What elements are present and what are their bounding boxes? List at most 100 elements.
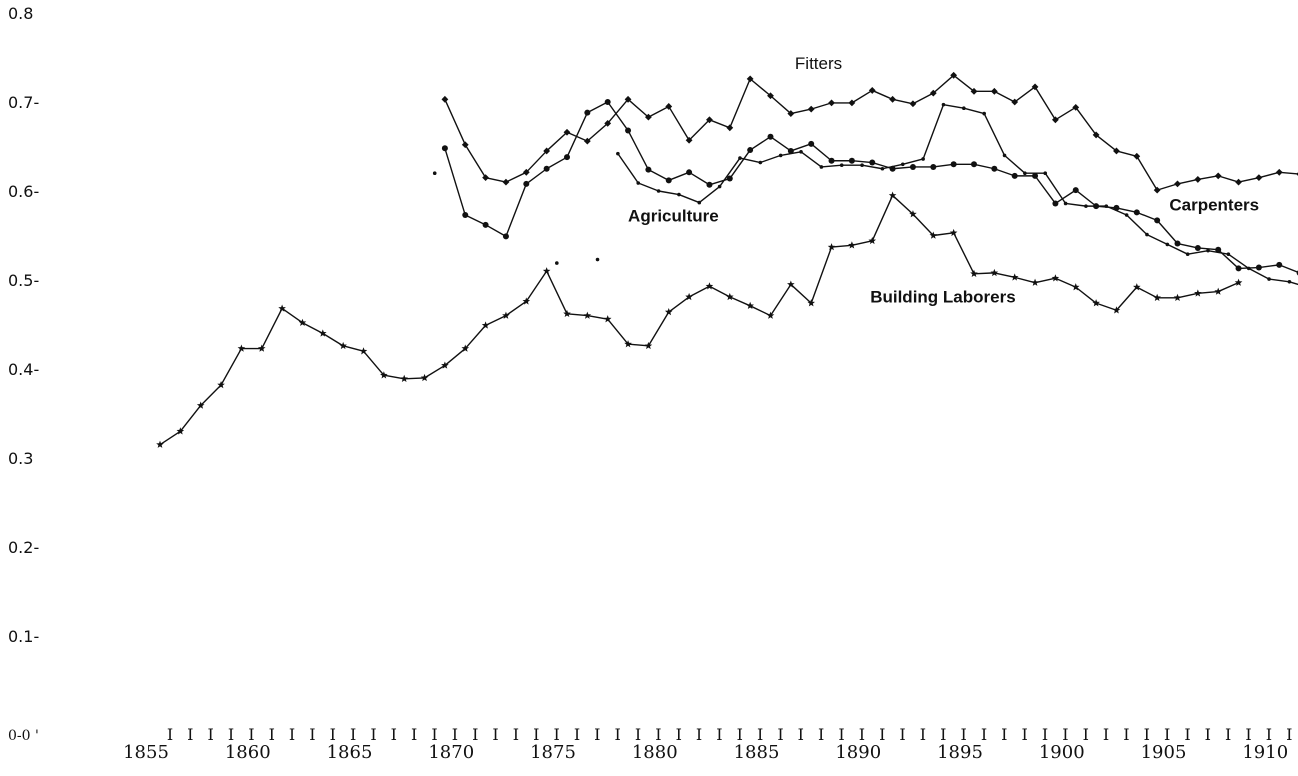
data-point-fitters	[1174, 180, 1181, 188]
data-point-agriculture	[1124, 213, 1129, 217]
data-point-building-laborers	[319, 329, 327, 337]
x-tick-mark: I	[594, 725, 600, 744]
y-tick-label: 0.8	[8, 4, 33, 23]
data-point-agriculture	[778, 153, 783, 158]
x-tick-mark: I	[1042, 725, 1048, 744]
data-point-building-laborers	[400, 374, 408, 383]
series-line-carpenters	[444, 101, 1298, 274]
data-point-agriculture	[758, 160, 763, 165]
x-tick-label: 1905	[1141, 742, 1187, 763]
data-point-building-laborers	[542, 267, 551, 275]
data-point-building-laborers	[664, 308, 673, 316]
data-point-building-laborers	[807, 299, 815, 307]
data-point-building-laborers	[298, 318, 307, 326]
x-tick-mark: I	[309, 725, 315, 744]
data-point-carpenters	[930, 163, 937, 170]
data-point-fitters	[1052, 116, 1059, 124]
data-point-fitters	[868, 87, 876, 94]
data-point-carpenters	[848, 157, 855, 164]
data-point-building-laborers	[1173, 293, 1182, 302]
data-point-building-laborers	[868, 236, 877, 245]
data-point-building-laborers	[1214, 287, 1222, 295]
series-carpenters	[441, 99, 1298, 276]
data-point-fitters	[848, 99, 856, 107]
data-point-agriculture	[839, 163, 844, 167]
x-tick-label: 1900	[1039, 742, 1085, 763]
data-point-carpenters	[523, 180, 530, 187]
series-label-carpenters: Carpenters	[1169, 196, 1259, 215]
stray-point	[595, 257, 600, 262]
data-point-agriculture	[1084, 204, 1088, 208]
data-point-carpenters	[1072, 187, 1079, 194]
x-tick-label: 1890	[835, 742, 881, 763]
data-point-carpenters	[482, 221, 489, 228]
x-tick-mark: I	[1083, 725, 1089, 744]
data-point-building-laborers	[603, 315, 612, 323]
data-point-carpenters	[1052, 200, 1059, 207]
data-point-building-laborers	[196, 401, 205, 409]
data-point-fitters	[522, 168, 530, 176]
data-point-agriculture	[1145, 232, 1149, 237]
data-point-building-laborers	[1071, 283, 1080, 291]
data-point-fitters	[929, 89, 937, 97]
data-point-fitters	[1011, 98, 1019, 106]
series-labels: Fitters Carpenters Agriculture Building Lab…	[628, 54, 1259, 306]
x-tick-label: 1870	[428, 742, 474, 763]
x-tick-mark: I	[1205, 725, 1211, 744]
data-point-carpenters	[441, 145, 448, 152]
x-tick-mark: I	[289, 725, 295, 744]
data-point-fitters	[746, 75, 754, 83]
x-tick-mark: I	[899, 725, 905, 744]
x-tick-mark: I	[1245, 725, 1251, 744]
x-tick-label: 1865	[327, 742, 373, 763]
x-tick-label: 1885	[734, 742, 780, 763]
data-point-building-laborers	[380, 371, 388, 379]
data-point-carpenters	[787, 147, 794, 154]
data-point-fitters	[1255, 174, 1263, 182]
x-tick-mark: I	[269, 725, 275, 744]
x-tick-mark: I	[553, 725, 559, 744]
x-tick-mark: I	[716, 725, 722, 744]
data-point-fitters	[1194, 176, 1202, 183]
series-agriculture	[616, 102, 1298, 286]
x-tick-mark: I	[920, 725, 926, 744]
data-point-building-laborers	[726, 292, 734, 301]
data-point-agriculture	[1267, 277, 1271, 281]
data-point-carpenters	[767, 133, 774, 140]
data-point-carpenters	[828, 157, 835, 164]
origin-label: 0-0 '	[8, 728, 39, 744]
x-tick-mark: I	[798, 725, 804, 744]
x-tick-mark: I	[330, 725, 336, 744]
data-point-building-laborers	[929, 231, 938, 239]
data-point-building-laborers	[746, 301, 754, 310]
x-tick-mark: I	[859, 725, 865, 744]
x-tick-mark: I	[1164, 725, 1170, 744]
data-point-fitters	[604, 119, 612, 127]
x-tick-mark: I	[187, 725, 193, 744]
data-point-fitters	[1214, 172, 1222, 180]
data-point-fitters	[685, 136, 693, 144]
series-line-building-laborers	[159, 194, 1239, 446]
data-point-carpenters	[909, 163, 916, 170]
data-point-carpenters	[1194, 244, 1201, 251]
x-tick-mark: I	[513, 725, 519, 744]
data-point-fitters	[1092, 131, 1100, 139]
x-tick-mark: I	[411, 725, 417, 744]
data-point-building-laborers	[1010, 273, 1019, 281]
data-point-carpenters	[950, 161, 957, 168]
data-point-carpenters	[625, 127, 632, 134]
data-point-fitters	[828, 99, 835, 107]
data-point-building-laborers	[1234, 278, 1243, 286]
x-tick-mark: I	[1001, 725, 1007, 744]
data-point-agriculture	[1226, 252, 1231, 256]
data-point-fitters	[767, 92, 774, 100]
x-tick-mark: I	[615, 725, 621, 744]
data-point-fitters	[563, 128, 571, 136]
data-point-building-laborers	[705, 282, 714, 290]
data-point-building-laborers	[1133, 283, 1141, 291]
data-point-fitters	[645, 113, 652, 121]
data-point-carpenters	[584, 109, 591, 116]
data-point-carpenters	[869, 159, 876, 166]
data-point-building-laborers	[502, 311, 510, 319]
data-point-agriculture	[819, 165, 824, 169]
